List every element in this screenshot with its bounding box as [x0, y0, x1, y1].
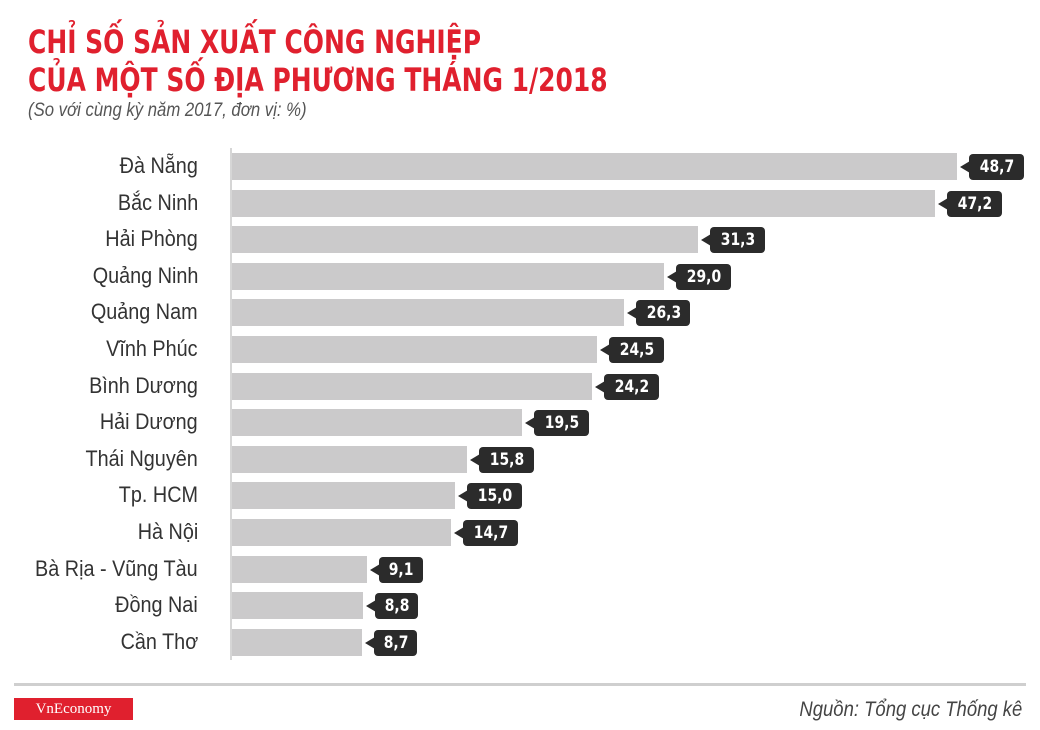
bar — [232, 336, 597, 363]
bar-row: Đà Nẵng 48,7 — [0, 153, 1040, 181]
category-label: Bà Rịa - Vũng Tàu — [35, 555, 198, 581]
bar-row: Hải Phòng 31,3 — [0, 226, 1040, 254]
bar — [232, 153, 957, 180]
value-label-text: 24,5 — [619, 340, 654, 360]
bar-row: Vĩnh Phúc 24,5 — [0, 336, 1040, 364]
chart-subtitle: (So với cùng kỳ năm 2017, đơn vị: %) — [28, 100, 307, 121]
bar — [232, 409, 523, 437]
bar — [232, 299, 624, 327]
value-label-badge: 24,5 — [599, 337, 664, 363]
value-label-badge: 15,0 — [458, 483, 523, 510]
bar-row: Bắc Ninh 47,2 — [0, 189, 1040, 218]
category-label: Đà Nẵng — [119, 153, 198, 178]
value-label-badge: 19,5 — [525, 410, 590, 437]
value-label-badge: 29,0 — [666, 263, 731, 290]
bar-chart: Đà Nẵng 48,7 Bắc Ninh 47,2 Hải Phòng 31,3 Quản… — [0, 148, 1040, 660]
bar — [232, 519, 451, 546]
category-label: Vĩnh Phúc — [106, 336, 198, 361]
value-label-badge: 48,7 — [960, 154, 1024, 180]
value-label-text: 29,0 — [686, 266, 721, 287]
bar-row: Quảng Nam 26,3 — [0, 299, 1040, 327]
bar — [232, 555, 368, 583]
bar — [232, 445, 468, 473]
value-label-badge: 9,1 — [370, 556, 423, 583]
bar-row: Tp. HCM 15,0 — [0, 482, 1040, 510]
value-label-text: 9,1 — [389, 559, 414, 580]
value-label-text: 26,3 — [646, 303, 681, 324]
chart-title-line-2: CỦA MỘT SỐ ĐỊA PHƯƠNG THÁNG 1/2018 — [28, 61, 608, 99]
bar-row: Bình Dương 24,2 — [0, 372, 1040, 401]
bar — [232, 592, 363, 620]
y-axis-line — [230, 148, 232, 660]
value-label-badge: 8,7 — [364, 629, 417, 656]
value-label-badge: 31,3 — [700, 227, 765, 254]
category-label: Thái Nguyên — [85, 445, 198, 471]
category-label: Hải Dương — [100, 409, 198, 435]
source-note: Nguồn: Tổng cục Thống kê — [799, 698, 1022, 721]
value-label-badge: 15,8 — [470, 446, 535, 473]
vneconomy-logo: VnEconomy — [14, 698, 133, 720]
value-label-text: 19,5 — [545, 413, 580, 434]
bar-row: Đồng Nai 8,8 — [0, 592, 1040, 620]
bar — [232, 226, 698, 254]
value-label-text: 31,3 — [720, 230, 756, 251]
value-label-badge: 47,2 — [937, 190, 1002, 217]
bar-row: Hà Nội 14,7 — [0, 519, 1040, 547]
bar — [232, 628, 362, 656]
value-label-text: 24,2 — [615, 376, 650, 397]
footer-divider — [14, 683, 1026, 686]
bar — [232, 372, 593, 400]
bar — [232, 262, 664, 290]
bar-row: Bà Rịa - Vũng Tàu 9,1 — [0, 555, 1040, 584]
value-label-badge: 8,8 — [365, 593, 419, 620]
value-label-text: 8,8 — [384, 596, 410, 617]
category-label: Đồng Nai — [115, 592, 198, 618]
value-label-text: 15,8 — [489, 449, 525, 470]
category-label: Quảng Ninh — [92, 262, 198, 288]
value-label-text: 15,0 — [478, 486, 513, 507]
category-label: Hà Nội — [137, 519, 198, 544]
bar-row: Hải Dương 19,5 — [0, 409, 1040, 437]
value-label-text: 47,2 — [957, 193, 992, 214]
value-label-badge: 24,2 — [595, 373, 660, 400]
value-label-badge: 26,3 — [626, 300, 691, 327]
category-label: Bình Dương — [89, 372, 198, 398]
chart-title-line-1: CHỈ SỐ SẢN XUẤT CÔNG NGHIỆP — [28, 23, 481, 61]
bar-row: Cần Thơ 8,7 — [0, 628, 1040, 657]
category-label: Hải Phòng — [105, 226, 198, 252]
bar-row: Quảng Ninh 29,0 — [0, 262, 1040, 291]
value-label-text: 8,7 — [383, 632, 408, 653]
category-label: Cần Thơ — [120, 628, 198, 654]
value-label-text: 14,7 — [473, 523, 509, 543]
category-label: Tp. HCM — [118, 482, 198, 508]
bar — [232, 482, 456, 510]
bar — [232, 189, 935, 217]
bar-row: Thái Nguyên 15,8 — [0, 445, 1040, 474]
value-label-badge: 14,7 — [453, 520, 518, 546]
category-label: Bắc Ninh — [117, 189, 198, 215]
category-label: Quảng Nam — [91, 299, 198, 325]
value-label-text: 48,7 — [979, 157, 1015, 177]
